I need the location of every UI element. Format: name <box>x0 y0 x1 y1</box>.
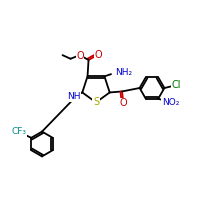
Text: O: O <box>119 98 127 108</box>
Text: O: O <box>76 51 84 61</box>
Text: NH₂: NH₂ <box>115 68 133 77</box>
Text: O: O <box>95 50 102 60</box>
Text: Cl: Cl <box>171 80 181 90</box>
Text: NH: NH <box>67 92 81 101</box>
Text: S: S <box>93 97 99 107</box>
Text: CF₃: CF₃ <box>11 127 26 136</box>
Text: NO₂: NO₂ <box>162 98 179 107</box>
